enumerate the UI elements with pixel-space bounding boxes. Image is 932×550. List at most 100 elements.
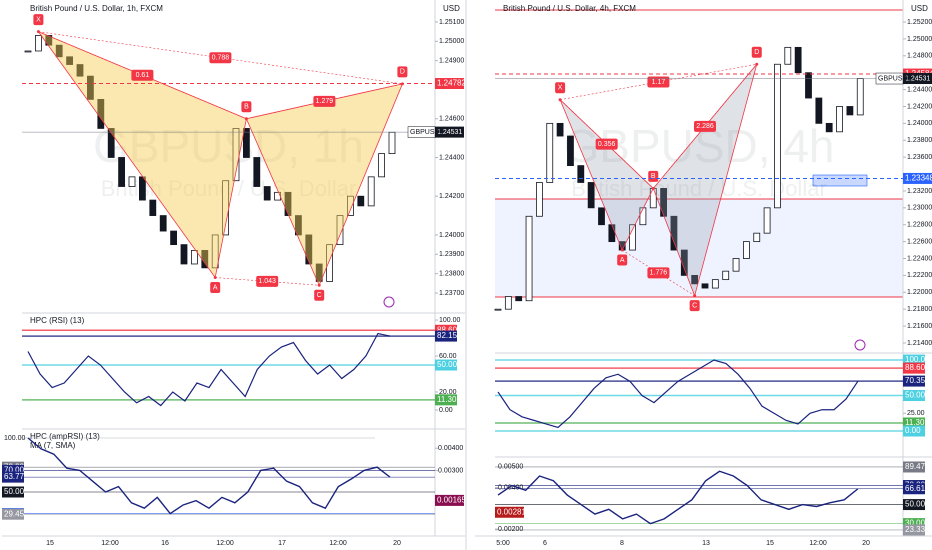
x-tick-label: 20 — [393, 540, 401, 547]
candle — [66, 56, 73, 65]
x-tick-label: 6 — [543, 540, 547, 547]
price-tag — [2, 471, 24, 483]
y-tick-label: 1.21600 — [907, 323, 932, 330]
pattern-point — [693, 294, 697, 298]
y-tick-label: 20.00 — [439, 389, 457, 396]
pattern-line — [560, 63, 757, 101]
point-badge — [689, 300, 700, 312]
last-price-tag — [903, 73, 932, 85]
candle — [784, 46, 792, 65]
rsi-line — [27, 332, 391, 407]
y2-tick-label: 0.00300 — [438, 467, 463, 474]
pattern-point — [755, 62, 759, 66]
y-tick-label: 1.24800 — [907, 53, 932, 60]
pattern-point — [244, 117, 248, 121]
candle — [701, 283, 709, 289]
pattern-point — [651, 186, 655, 190]
price-tag-label: 1.24782 — [437, 79, 466, 88]
y-tick-label: 1.22600 — [907, 238, 932, 245]
point-label: D — [754, 49, 759, 56]
y-tick-label: 1.21800 — [907, 306, 932, 313]
ratio-label: 1.17 — [652, 79, 666, 86]
x-tick-label: 20 — [862, 540, 870, 547]
price-tag — [435, 330, 457, 342]
price-tag — [435, 394, 457, 406]
candle — [836, 106, 843, 133]
pattern-point — [620, 248, 624, 252]
y-tick-label: 1.24400 — [907, 86, 932, 93]
price-tag — [2, 508, 24, 520]
y2-tick-label: 0.00200 — [498, 526, 523, 533]
last-price-label: 1.24531 — [437, 129, 462, 136]
alert-icon[interactable] — [383, 296, 395, 308]
point-badge — [617, 254, 628, 266]
candle — [494, 308, 502, 311]
symbol-label: GBPUSD — [410, 129, 440, 136]
alert-icon[interactable] — [854, 339, 866, 351]
amp-line — [27, 437, 391, 515]
candle — [128, 176, 136, 187]
symbol-label: GBPUSD — [878, 75, 908, 82]
candle — [315, 263, 323, 282]
price-tag — [903, 390, 925, 402]
currency: USD — [443, 4, 460, 13]
point-badge — [210, 282, 221, 294]
price-tag-label: 82.15 — [437, 331, 458, 340]
point-label: A — [213, 284, 218, 291]
x-tick-label: 15 — [46, 540, 54, 547]
candle — [722, 270, 730, 281]
price-tag-label: 0.00281 — [497, 507, 526, 516]
ratio-badge — [694, 120, 716, 132]
y-tick-label: 1.22400 — [907, 255, 932, 262]
price-tag-label: 100.00 — [905, 355, 930, 364]
pattern-point — [213, 276, 217, 280]
y-tick-label: 0.00 — [439, 407, 453, 414]
last-price-tag — [435, 126, 464, 138]
candle — [346, 195, 354, 216]
candle — [567, 135, 574, 167]
y-tick-label: 1.24400 — [439, 154, 464, 161]
price-tag — [435, 324, 457, 336]
y-tick-label: 1.22800 — [907, 222, 932, 229]
candle — [118, 157, 125, 187]
price-tag-label: 30.00 — [905, 519, 926, 528]
candle — [536, 182, 543, 217]
candle — [577, 165, 585, 183]
candle — [794, 46, 802, 74]
candle — [805, 72, 812, 99]
ratio-label: 0.788 — [212, 55, 230, 62]
rsi-line — [497, 359, 859, 429]
price-tag — [903, 354, 925, 366]
price-tag-label: 63.77 — [4, 472, 25, 481]
candle — [357, 195, 365, 207]
ratio-badge — [256, 275, 279, 287]
y-tick-label: 1.23600 — [907, 154, 932, 161]
y-tick-label: 1.21400 — [907, 340, 932, 347]
y-tick-label: 1.25000 — [907, 36, 932, 43]
candle — [515, 296, 523, 302]
pattern-line — [246, 83, 403, 120]
point-label: B — [244, 104, 249, 111]
y-tick-label: 1.23700 — [439, 290, 464, 297]
candle — [598, 207, 605, 226]
y2-tick-label: 0.00500 — [498, 464, 523, 471]
candle — [211, 234, 219, 269]
y-tick-label: 1.22200 — [907, 272, 932, 279]
pane-subtitle: MA (7, SMA) — [30, 441, 76, 450]
candle — [294, 215, 302, 236]
y-tick-label: 1.25200 — [907, 19, 932, 26]
y-tick-label: 60.00 — [439, 353, 457, 360]
x-tick-label: 13 — [702, 540, 710, 547]
y-tick-label: 1.24200 — [907, 103, 932, 110]
candle — [87, 75, 94, 100]
price-tag-label: 0.00 — [905, 426, 921, 435]
point-label: A — [620, 257, 625, 264]
point-badge — [314, 289, 325, 301]
candle — [284, 191, 292, 216]
price-tag — [903, 518, 925, 530]
price-tag — [2, 486, 24, 498]
candle — [35, 35, 42, 52]
candle — [680, 249, 688, 276]
price-tag-label: 66.61 — [905, 484, 926, 493]
chart-title: British Pound / U.S. Dollar, 1h, FXCM — [30, 4, 163, 13]
